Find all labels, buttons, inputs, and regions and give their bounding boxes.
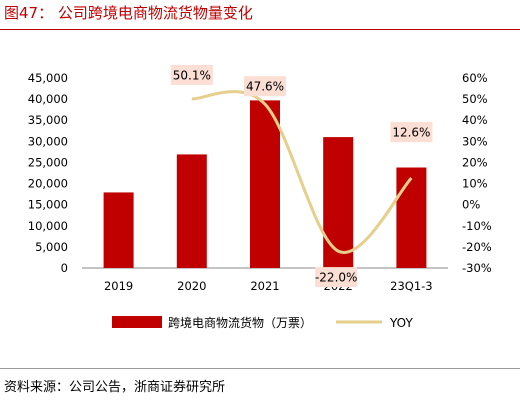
axes: 0 5,000 10,000 15,000 20,000 25,000 30,000 35,0… — [28, 71, 492, 293]
data-label-box — [170, 64, 213, 85]
y-left-tick-label: 35,000 — [28, 113, 68, 127]
y-left-tick-label: 25,000 — [28, 155, 68, 169]
y-left-tick-label: 45,000 — [28, 71, 68, 85]
data-label-box — [244, 76, 286, 97]
bar — [103, 192, 134, 268]
bar — [250, 100, 280, 268]
bar — [396, 167, 427, 268]
y-left-tick-label: 5,000 — [35, 240, 68, 254]
title-divider — [0, 29, 520, 30]
y-right-tick-label: 20% — [462, 155, 488, 169]
data-label: 50.1% — [173, 68, 211, 82]
y-right-tick-label: 0% — [462, 198, 480, 212]
y-right-tick-label: -30% — [462, 261, 492, 275]
y-left-tick-label: 0 — [61, 261, 68, 275]
yoy-line — [191, 90, 413, 254]
bar — [176, 154, 207, 268]
data-label-box — [315, 267, 358, 288]
legend: 跨境电商物流货物（万票） YOY — [112, 315, 413, 330]
y-right-tick-label: 10% — [462, 177, 488, 191]
y-right-tick-label: -20% — [462, 240, 492, 254]
y-right-tick-label: 30% — [462, 134, 488, 148]
data-label: 12.6% — [392, 126, 430, 140]
legend-bar-swatch — [112, 316, 162, 328]
bars — [103, 100, 427, 268]
y-left-tick-label: 15,000 — [28, 198, 68, 212]
data-label: -22.0% — [315, 271, 357, 285]
legend-line-label: YOY — [389, 316, 413, 330]
x-tick-label: 2019 — [104, 279, 133, 293]
bar — [323, 137, 354, 268]
y-left-tick-label: 20,000 — [28, 177, 68, 191]
x-tick-label: 23Q1-3 — [390, 279, 432, 293]
y-left-tick-label: 30,000 — [28, 134, 68, 148]
legend-bar-label: 跨境电商物流货物（万票） — [168, 315, 312, 330]
y-right-tick-label: -10% — [462, 219, 492, 233]
x-tick-label: 2020 — [177, 279, 206, 293]
data-label: 47.6% — [246, 80, 284, 94]
yoy-line-group — [191, 90, 413, 254]
data-label-box — [390, 122, 433, 143]
y-right-tick-label: 60% — [462, 71, 488, 85]
source-divider — [0, 368, 520, 369]
x-tick-label: 2021 — [250, 279, 279, 293]
data-labels: 50.1% 47.6% -22.0% 12.6% — [170, 64, 433, 288]
y-right-tick-label: 40% — [462, 113, 488, 127]
y-left-tick-label: 10,000 — [28, 219, 68, 233]
source-note: 资料来源：公司公告，浙商证券研究所 — [4, 380, 226, 395]
y-left-tick-label: 40,000 — [28, 92, 68, 106]
chart-title: 图47： 公司跨境电商物流货物量变化 — [4, 4, 253, 22]
y-right-tick-label: 50% — [462, 92, 488, 106]
